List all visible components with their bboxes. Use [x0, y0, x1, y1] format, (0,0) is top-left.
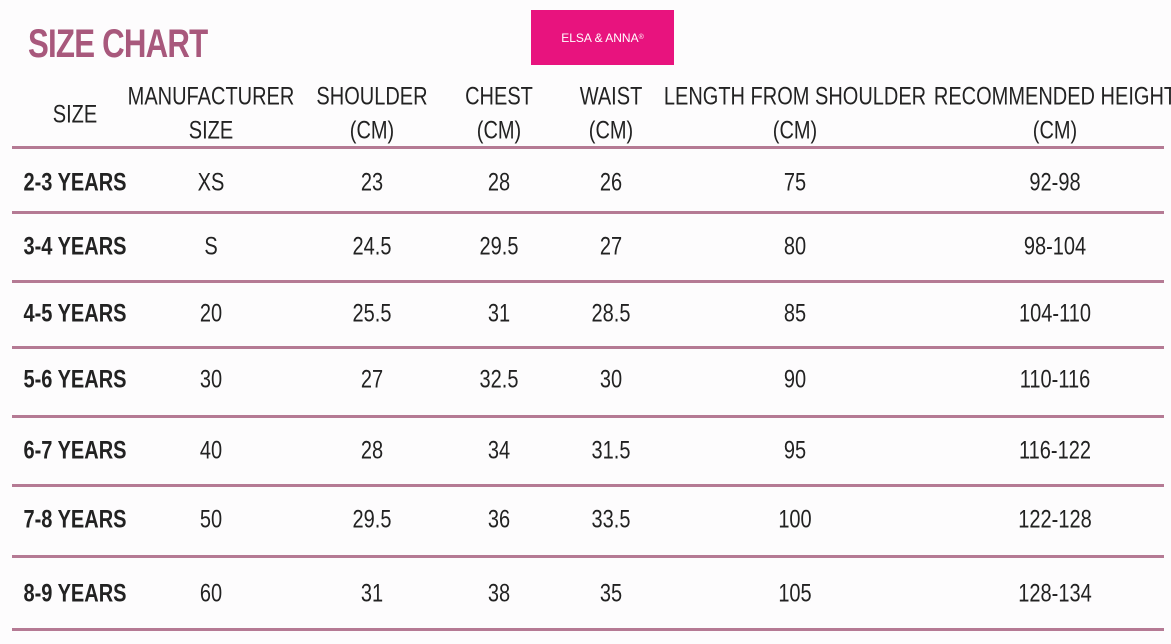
cell: 30: [599, 365, 623, 394]
header-text: (CM): [588, 116, 634, 145]
row-label: 7-8 YEARS: [23, 505, 127, 534]
cell: 20: [199, 299, 223, 328]
logo-text: ELSA & ANNA: [561, 30, 639, 45]
cell: 33.5: [591, 505, 631, 534]
cell: 75: [783, 168, 807, 197]
cell: 128-134: [1018, 579, 1092, 608]
cell: 110-116: [1019, 365, 1091, 394]
header-text: RECOMMENDED HEIGHT: [933, 82, 1171, 111]
cell: 28.5: [591, 299, 631, 328]
cell: 100: [778, 505, 812, 534]
cell: 30: [199, 365, 223, 394]
row-label: 8-9 YEARS: [23, 579, 127, 608]
row-label: 5-6 YEARS: [23, 365, 127, 394]
row-label: 4-5 YEARS: [23, 299, 127, 328]
cell: 31: [360, 579, 384, 608]
cell: 90: [783, 365, 807, 394]
row-divider: [12, 628, 1164, 631]
cell: 32.5: [479, 365, 519, 394]
cell: 31: [487, 299, 511, 328]
row-divider: [12, 346, 1164, 349]
row-divider: [12, 484, 1164, 487]
cell: 122-128: [1018, 505, 1092, 534]
cell: 116-122: [1019, 436, 1091, 465]
header-text: SIZE: [52, 100, 98, 129]
cell: 80: [783, 232, 807, 261]
row-label: 3-4 YEARS: [23, 232, 127, 261]
cell: 28: [487, 168, 511, 197]
cell: 36: [487, 505, 511, 534]
logo: ELSA & ANNA ®: [531, 10, 674, 65]
cell: 34: [487, 436, 511, 465]
cell: 27: [599, 232, 623, 261]
cell: 28: [360, 436, 384, 465]
row-divider: [12, 146, 1164, 149]
cell: 104-110: [1019, 299, 1091, 328]
cell: 27: [360, 365, 384, 394]
cell: 25.5: [352, 299, 392, 328]
row-divider: [12, 280, 1164, 283]
cell: 24.5: [352, 232, 392, 261]
cell: 98-104: [1023, 232, 1087, 261]
row-divider: [12, 555, 1164, 558]
cell: 105: [778, 579, 812, 608]
header-text: WAIST: [579, 82, 643, 111]
logo-mark: ®: [638, 34, 644, 41]
cell: 23: [360, 168, 384, 197]
cell: 29.5: [479, 232, 519, 261]
header-text: SHOULDER: [316, 82, 428, 111]
cell: 92-98: [1029, 168, 1081, 197]
cell: XS: [197, 168, 225, 197]
cell: 50: [199, 505, 223, 534]
cell: S: [204, 232, 218, 261]
row-divider: [12, 211, 1164, 214]
cell: 38: [487, 579, 511, 608]
cell: 26: [599, 168, 623, 197]
header-text: (CM): [476, 116, 522, 145]
header-text: MANUFACTURER: [127, 82, 295, 111]
header-text: SIZE: [188, 116, 234, 145]
cell: 31.5: [591, 436, 631, 465]
cell: 60: [199, 579, 223, 608]
row-label: 6-7 YEARS: [23, 436, 127, 465]
header-text: (CM): [772, 116, 818, 145]
header-text: (CM): [349, 116, 395, 145]
title: SIZE CHART: [28, 22, 208, 66]
row-label: 2-3 YEARS: [23, 168, 127, 197]
cell: 40: [199, 436, 223, 465]
cell: 85: [783, 299, 807, 328]
header-text: (CM): [1032, 116, 1078, 145]
cell: 35: [599, 579, 623, 608]
header-text: LENGTH FROM SHOULDER: [663, 82, 927, 111]
cell: 29.5: [352, 505, 392, 534]
row-divider: [12, 415, 1164, 418]
cell: 95: [783, 436, 807, 465]
header-text: CHEST: [465, 82, 533, 111]
